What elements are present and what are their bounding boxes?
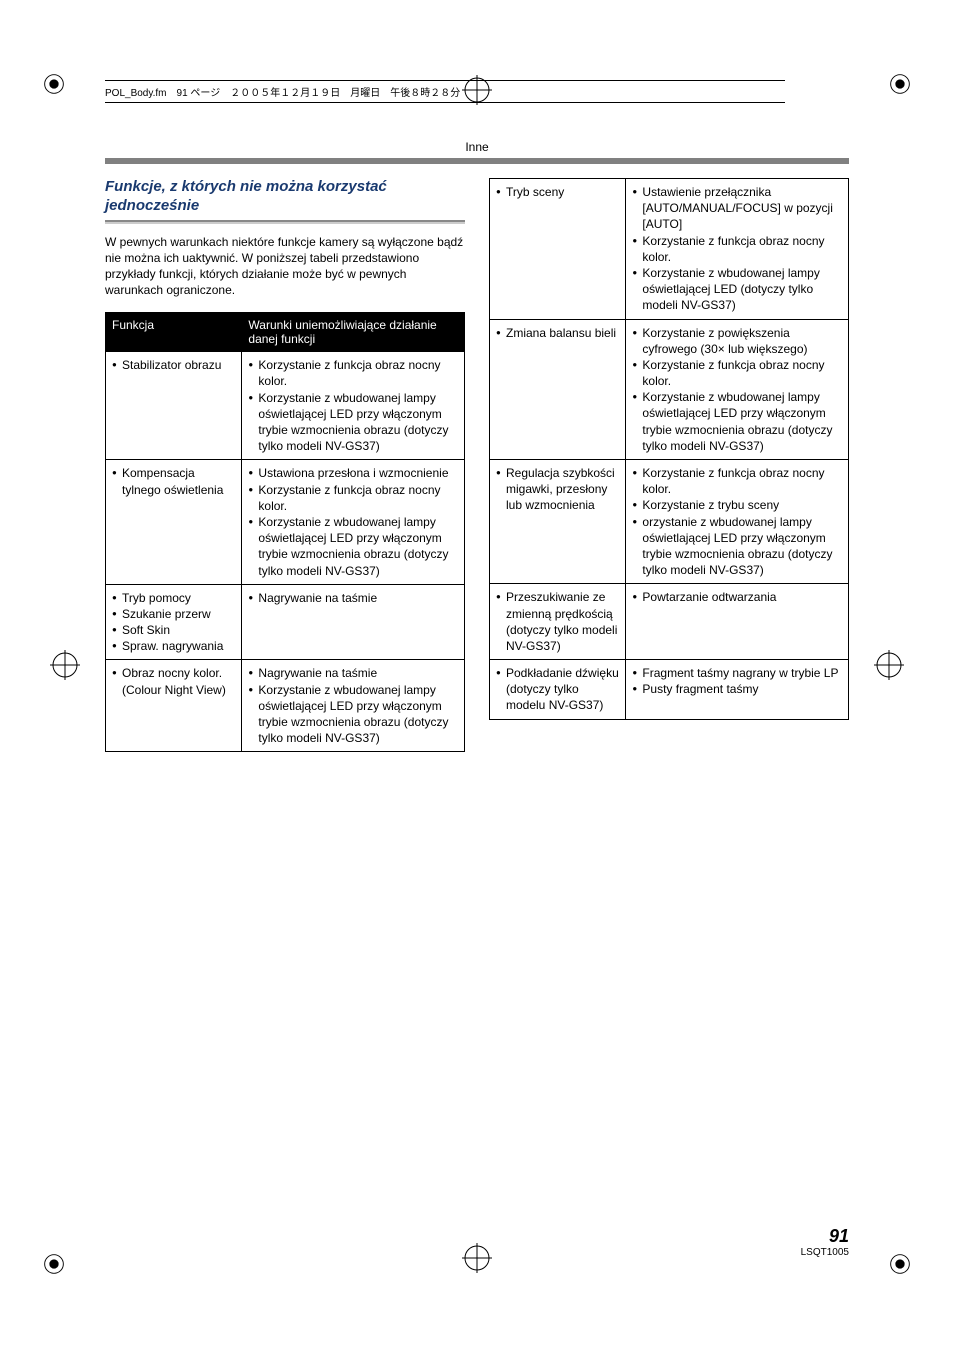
- table-row: Tryb pomocySzukanie przerwSoft SkinSpraw…: [106, 584, 465, 660]
- condition-cell: Powtarzanie odtwarzania: [626, 584, 849, 660]
- registration-mark-icon: [874, 650, 904, 680]
- condition-item: Korzystanie z funkcja obraz nocny kolor.: [248, 357, 458, 389]
- functions-table-right: Tryb sceny Ustawienie przełącznika [AUTO/…: [489, 178, 849, 720]
- function-cell: Przeszukiwanie ze zmienną prędkością (do…: [490, 584, 626, 660]
- condition-item: Korzystanie z funkcja obraz nocny kolor.: [248, 482, 458, 514]
- function-item: Kompensacja tylnego oświetlenia: [112, 465, 235, 497]
- function-cell: Tryb pomocySzukanie przerwSoft SkinSpraw…: [106, 584, 242, 660]
- crop-mark-icon: [886, 1250, 914, 1278]
- condition-item: Korzystanie z wbudowanej lampy oświetlaj…: [248, 390, 458, 455]
- condition-cell: Nagrywanie na taśmie: [242, 584, 465, 660]
- function-item: Soft Skin: [112, 622, 235, 638]
- function-item: Tryb pomocy: [112, 590, 235, 606]
- table-row: Stabilizator obrazu Korzystanie z funkcja…: [106, 352, 465, 460]
- condition-cell: Korzystanie z funkcja obraz nocny kolor.…: [626, 460, 849, 584]
- function-cell: Obraz nocny kolor. (Colour Night View): [106, 660, 242, 752]
- condition-item: Korzystanie z powiększenia cyfrowego (30…: [632, 325, 842, 357]
- function-cell: Kompensacja tylnego oświetlenia: [106, 460, 242, 584]
- section-label: Inne: [105, 140, 849, 154]
- header-text: POL_Body.fm 91 ページ ２００５年１２月１９日 月曜日 午後８時２…: [105, 88, 460, 99]
- condition-item: Nagrywanie na taśmie: [248, 590, 458, 606]
- condition-item: Korzystanie z wbudowanej lampy oświetlaj…: [248, 682, 458, 747]
- section-bar: [105, 158, 849, 164]
- table-header-func: Funkcja: [106, 313, 242, 352]
- condition-item: Korzystanie z funkcja obraz nocny kolor.: [632, 465, 842, 497]
- function-cell: Regulacja szybkości migawki, przesłony l…: [490, 460, 626, 584]
- function-item: Stabilizator obrazu: [112, 357, 235, 373]
- table-row: Zmiana balansu bieli Korzystanie z powięk…: [490, 319, 849, 460]
- table-row: Przeszukiwanie ze zmienną prędkością (do…: [490, 584, 849, 660]
- document-code: LSQT1005: [801, 1247, 849, 1258]
- function-item: Spraw. nagrywania: [112, 638, 235, 654]
- function-item: Obraz nocny kolor. (Colour Night View): [112, 665, 235, 697]
- function-item: Zmiana balansu bieli: [496, 325, 619, 341]
- condition-item: Korzystanie z funkcja obraz nocny kolor.: [632, 233, 842, 265]
- function-item: Regulacja szybkości migawki, przesłony l…: [496, 465, 619, 514]
- page-frame: POL_Body.fm 91 ページ ２００５年１２月１９日 月曜日 午後８時２…: [105, 80, 849, 1268]
- table-row: Obraz nocny kolor. (Colour Night View)Na…: [106, 660, 465, 752]
- function-cell: Stabilizator obrazu: [106, 352, 242, 460]
- condition-cell: Fragment taśmy nagrany w trybie LPPusty …: [626, 660, 849, 720]
- table-row: Kompensacja tylnego oświetleniaUstawiona…: [106, 460, 465, 584]
- table-row: Podkładanie dźwięku (dotyczy tylko model…: [490, 660, 849, 720]
- crop-mark-icon: [40, 1250, 68, 1278]
- condition-item: Korzystanie z funkcja obraz nocny kolor.: [632, 357, 842, 389]
- condition-item: Nagrywanie na taśmie: [248, 665, 458, 681]
- condition-item: Korzystanie z wbudowanej lampy oświetlaj…: [248, 514, 458, 579]
- condition-item: Pusty fragment taśmy: [632, 681, 842, 697]
- condition-item: Korzystanie z trybu sceny: [632, 497, 842, 513]
- crop-mark-icon: [40, 70, 68, 98]
- condition-cell: Nagrywanie na taśmieKorzystanie z wbudow…: [242, 660, 465, 752]
- condition-item: Korzystanie z wbudowanej lampy oświetlaj…: [632, 389, 842, 454]
- function-item: Przeszukiwanie ze zmienną prędkością (do…: [496, 589, 619, 654]
- function-item: Szukanie przerw: [112, 606, 235, 622]
- condition-item: Powtarzanie odtwarzania: [632, 589, 842, 605]
- function-item: Podkładanie dźwięku (dotyczy tylko model…: [496, 665, 619, 714]
- intro-paragraph: W pewnych warunkach niektóre funkcje kam…: [105, 234, 465, 299]
- framemaker-header: POL_Body.fm 91 ページ ２００５年１２月１９日 月曜日 午後８時２…: [105, 80, 785, 103]
- function-cell: Tryb sceny: [490, 179, 626, 320]
- condition-item: Ustawiona przesłona i wzmocnienie: [248, 465, 458, 481]
- page-footer: 91 LSQT1005: [801, 1226, 849, 1258]
- condition-cell: Ustawiona przesłona i wzmocnienieKorzyst…: [242, 460, 465, 584]
- condition-cell: Ustawienie przełącznika [AUTO/MANUAL/FOC…: [626, 179, 849, 320]
- condition-cell: Korzystanie z funkcja obraz nocny kolor.…: [242, 352, 465, 460]
- condition-cell: Korzystanie z powiększenia cyfrowego (30…: [626, 319, 849, 460]
- function-item: Tryb sceny: [496, 184, 619, 200]
- condition-item: Korzystanie z wbudowanej lampy oświetlaj…: [632, 265, 842, 314]
- condition-item: Fragment taśmy nagrany w trybie LP: [632, 665, 842, 681]
- table-row: Regulacja szybkości migawki, przesłony l…: [490, 460, 849, 584]
- table-header-cond: Warunki uniemożliwiające działanie danej…: [242, 313, 465, 352]
- table-row: Tryb sceny Ustawienie przełącznika [AUTO/…: [490, 179, 849, 320]
- page-title: Funkcje, z których nie można korzystać j…: [105, 178, 465, 216]
- condition-item: Ustawienie przełącznika [AUTO/MANUAL/FOC…: [632, 184, 842, 233]
- registration-mark-icon: [50, 650, 80, 680]
- crop-mark-icon: [886, 70, 914, 98]
- condition-item: orzystanie z wbudowanej lampy oświetlają…: [632, 514, 842, 579]
- functions-table-left: Funkcja Warunki uniemożliwiające działan…: [105, 312, 465, 752]
- left-column: Funkcje, z których nie można korzystać j…: [105, 178, 465, 752]
- function-cell: Podkładanie dźwięku (dotyczy tylko model…: [490, 660, 626, 720]
- function-cell: Zmiana balansu bieli: [490, 319, 626, 460]
- right-column: Tryb sceny Ustawienie przełącznika [AUTO/…: [489, 178, 849, 752]
- page-number: 91: [801, 1226, 849, 1247]
- title-underline: [105, 220, 465, 224]
